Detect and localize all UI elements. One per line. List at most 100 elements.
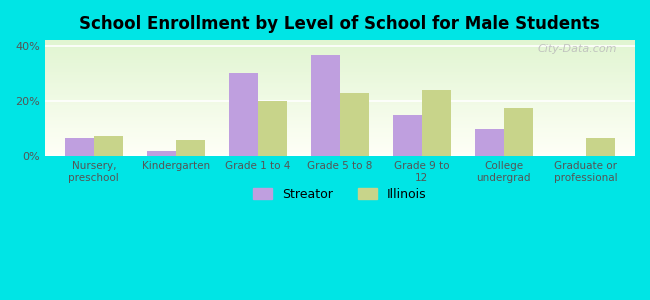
Bar (45, 98, 635, 99)
Legend: Streator, Illinois: Streator, Illinois (248, 183, 432, 206)
Bar (45, 75, 635, 76)
Bar (45, 42, 635, 44)
Bar (340, 93, 369, 156)
Bar (45, 152, 635, 153)
Bar (45, 141, 635, 142)
Bar (45, 91, 635, 92)
Bar (45, 107, 635, 109)
Bar (45, 92, 635, 94)
Bar (45, 104, 635, 105)
Bar (45, 67, 635, 68)
Bar (586, 138, 614, 156)
Bar (45, 63, 635, 64)
Bar (45, 134, 635, 135)
Bar (45, 85, 635, 87)
Bar (94, 136, 122, 156)
Bar (45, 123, 635, 124)
Bar (475, 129, 504, 156)
Bar (45, 132, 635, 133)
Bar (45, 145, 635, 146)
Bar (147, 151, 176, 156)
Bar (45, 40, 635, 41)
Bar (45, 142, 635, 144)
Bar (45, 127, 635, 128)
Bar (422, 90, 450, 156)
Bar (45, 148, 635, 149)
Bar (45, 66, 635, 67)
Bar (45, 147, 635, 148)
Bar (45, 79, 635, 80)
Bar (45, 154, 635, 155)
Bar (45, 136, 635, 138)
Bar (45, 115, 635, 116)
Bar (229, 73, 258, 156)
Bar (45, 120, 635, 122)
Bar (45, 55, 635, 56)
Bar (45, 118, 635, 119)
Bar (45, 117, 635, 118)
Bar (311, 55, 340, 156)
Bar (45, 77, 635, 79)
Bar (45, 61, 635, 62)
Bar (45, 155, 635, 156)
Bar (258, 101, 287, 156)
Bar (45, 113, 635, 115)
Bar (45, 122, 635, 123)
Bar (45, 45, 635, 46)
Bar (65, 138, 94, 156)
Bar (45, 90, 635, 91)
Bar (45, 110, 635, 111)
Bar (45, 153, 635, 154)
Bar (45, 124, 635, 125)
Bar (45, 81, 635, 82)
Bar (45, 133, 635, 134)
Bar (45, 56, 635, 58)
Bar (176, 140, 205, 156)
Bar (45, 140, 635, 141)
Bar (45, 73, 635, 74)
Bar (45, 82, 635, 83)
Bar (45, 51, 635, 52)
Bar (45, 44, 635, 45)
Bar (45, 116, 635, 117)
Bar (45, 88, 635, 89)
Bar (45, 59, 635, 60)
Bar (45, 139, 635, 140)
Bar (45, 112, 635, 113)
Bar (45, 106, 635, 107)
Bar (45, 68, 635, 69)
Bar (45, 46, 635, 47)
Bar (45, 47, 635, 48)
Bar (45, 70, 635, 71)
Bar (504, 108, 532, 156)
Bar (45, 128, 635, 130)
Bar (45, 144, 635, 145)
Bar (45, 96, 635, 97)
Bar (45, 130, 635, 131)
Bar (45, 83, 635, 84)
Bar (45, 52, 635, 53)
Bar (45, 69, 635, 70)
Bar (45, 87, 635, 88)
Bar (45, 60, 635, 61)
Bar (45, 99, 635, 101)
Title: School Enrollment by Level of School for Male Students: School Enrollment by Level of School for… (79, 15, 600, 33)
Bar (45, 74, 635, 75)
Bar (45, 95, 635, 96)
Bar (45, 80, 635, 81)
Bar (45, 84, 635, 86)
Bar (45, 105, 635, 106)
Bar (45, 50, 635, 51)
Bar (45, 125, 635, 126)
Bar (45, 138, 635, 139)
Bar (45, 131, 635, 132)
Bar (45, 103, 635, 104)
Bar (393, 115, 422, 156)
Bar (45, 71, 635, 73)
Bar (45, 53, 635, 54)
Bar (45, 111, 635, 112)
Bar (45, 126, 635, 127)
Bar (45, 135, 635, 136)
Bar (45, 76, 635, 77)
Bar (45, 146, 635, 147)
